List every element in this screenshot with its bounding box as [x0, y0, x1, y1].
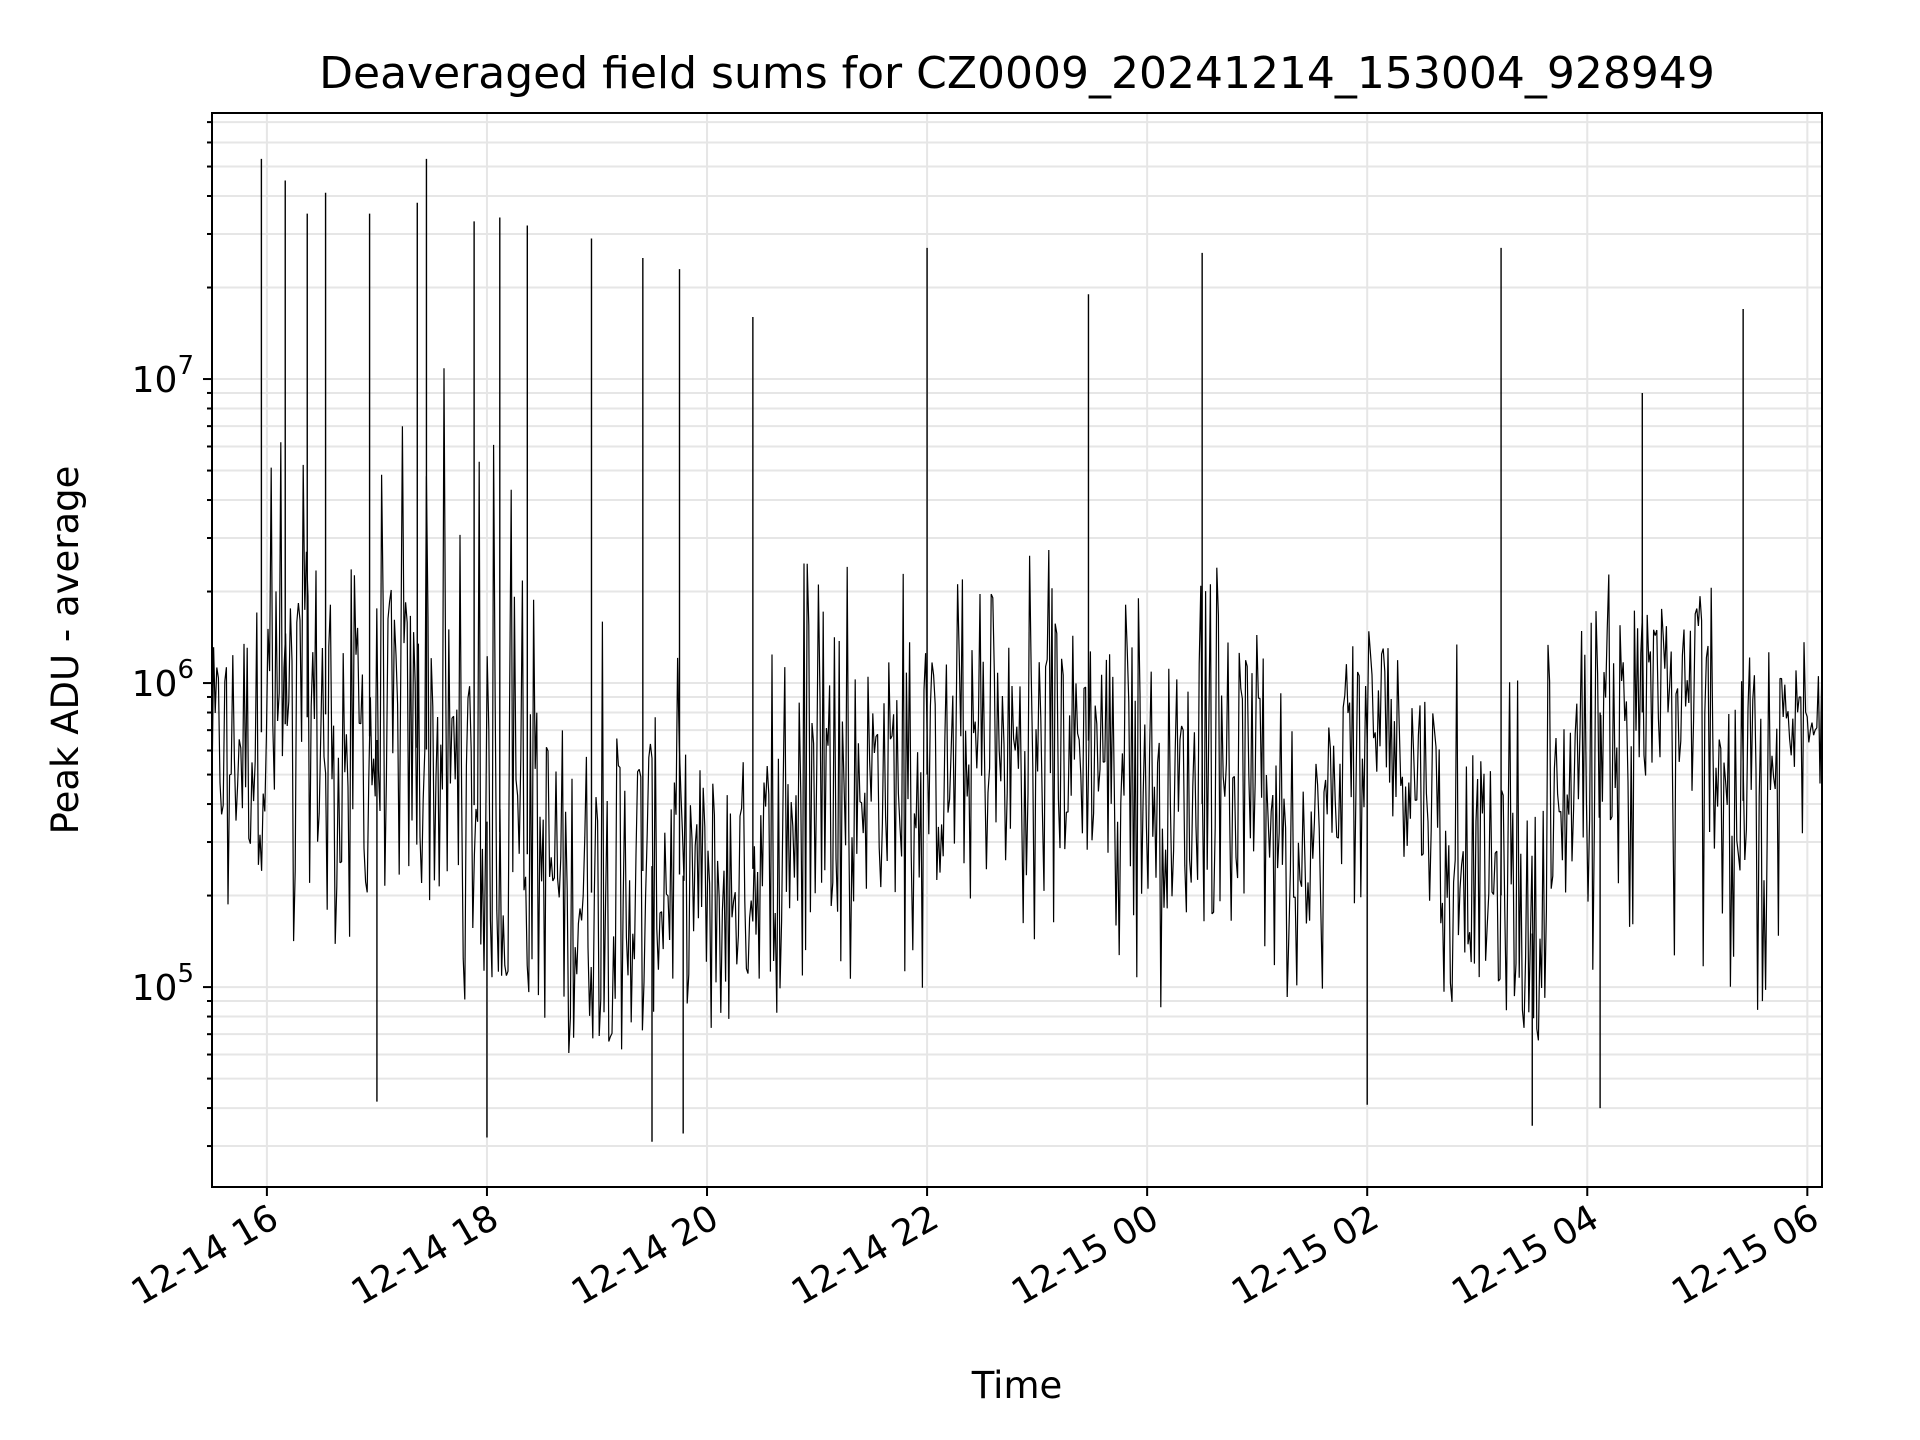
y-tick-base: 10: [132, 360, 178, 401]
y-tick-base: 10: [132, 664, 178, 705]
y-tick-label: 107: [132, 351, 194, 401]
y-tick-base: 10: [132, 968, 178, 1009]
series-line: [211, 368, 1823, 1054]
y-tick-exponent: 6: [177, 655, 194, 685]
y-axis-label: Peak ADU - average: [44, 466, 87, 835]
y-tick-exponent: 7: [177, 351, 194, 381]
chart-title: Deaveraged field sums for CZ0009_2024121…: [319, 48, 1715, 99]
series-layer: [211, 158, 1823, 1142]
plot-frame: [211, 112, 1823, 1188]
y-tick-exponent: 5: [177, 959, 194, 989]
y-tick-label: 106: [132, 655, 194, 705]
x-axis-label: Time: [971, 1364, 1063, 1407]
y-tick-label: 105: [132, 959, 194, 1009]
